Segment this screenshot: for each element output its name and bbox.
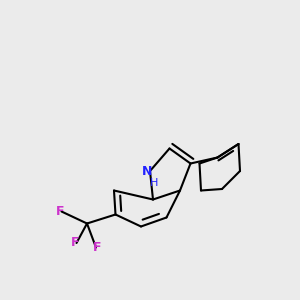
Text: F: F — [93, 241, 102, 254]
Text: F: F — [71, 236, 79, 250]
Text: H: H — [149, 178, 158, 188]
Text: F: F — [56, 205, 64, 218]
Text: N: N — [142, 165, 152, 178]
